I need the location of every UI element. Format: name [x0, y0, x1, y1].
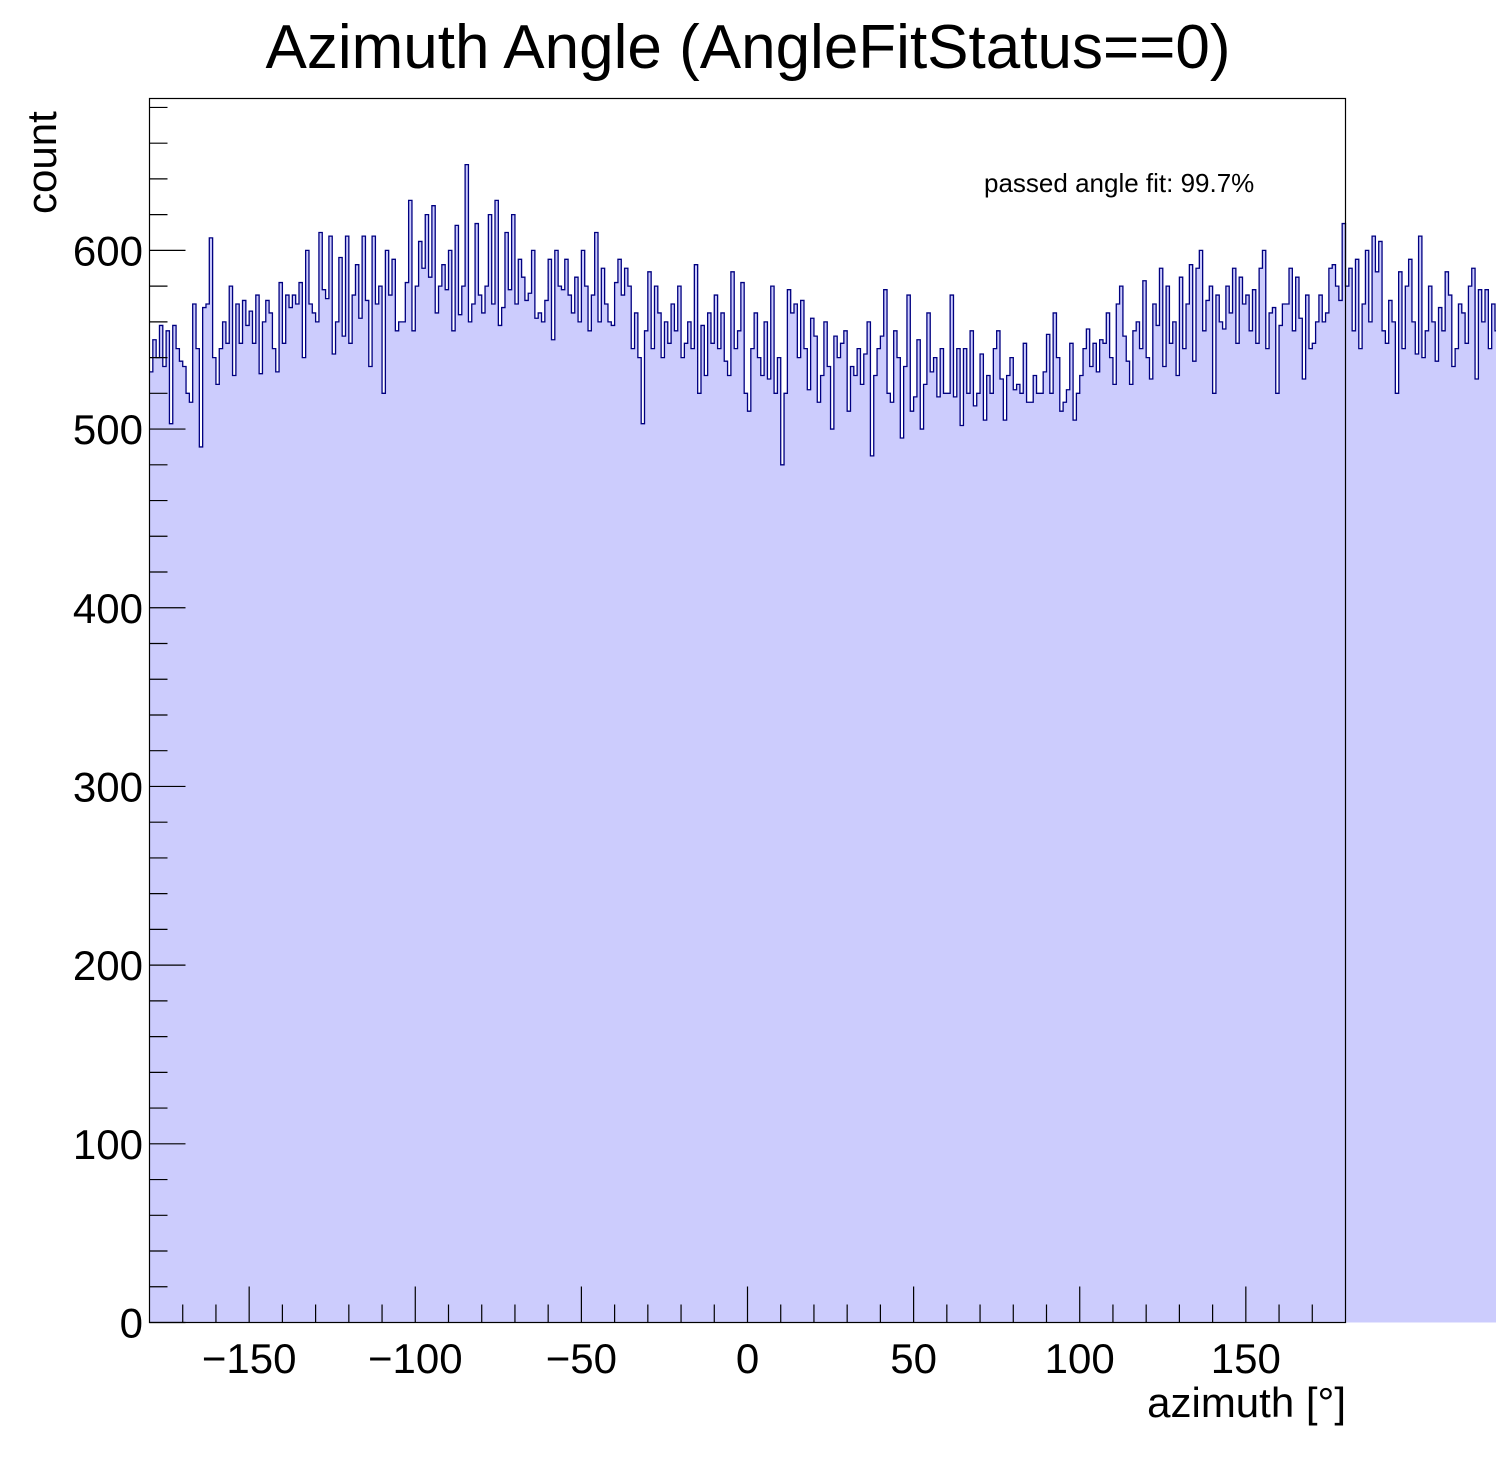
- x-axis-label: azimuth [°]: [1147, 1379, 1346, 1426]
- x-tick-label: 0: [736, 1335, 759, 1382]
- y-tick-label: 200: [73, 942, 143, 989]
- y-tick-label: 400: [73, 585, 143, 632]
- y-axis: 0 100 200 300 400 500 600: [73, 106, 186, 1347]
- x-tick-label: 50: [890, 1335, 937, 1382]
- stats-annotation: passed angle fit: 99.7%: [984, 168, 1254, 198]
- x-axis: −150 −100 −50 0 50 100 150: [182, 1286, 1313, 1382]
- y-tick-label: 300: [73, 763, 143, 810]
- y-tick-label: 0: [120, 1300, 143, 1347]
- y-axis-label: count: [18, 111, 65, 214]
- y-tick-label: 100: [73, 1121, 143, 1168]
- x-tick-label: −100: [368, 1335, 463, 1382]
- histogram-fill: [149, 164, 1496, 1323]
- chart-title: Azimuth Angle (AngleFitStatus==0): [266, 13, 1231, 82]
- y-tick-label: 500: [73, 406, 143, 453]
- x-tick-label: 100: [1045, 1335, 1115, 1382]
- x-tick-label: 150: [1211, 1335, 1281, 1382]
- histogram-outline: [149, 163, 1496, 466]
- x-tick-label: −50: [546, 1335, 617, 1382]
- y-tick-label: 600: [73, 227, 143, 274]
- x-tick-label: −150: [202, 1335, 297, 1382]
